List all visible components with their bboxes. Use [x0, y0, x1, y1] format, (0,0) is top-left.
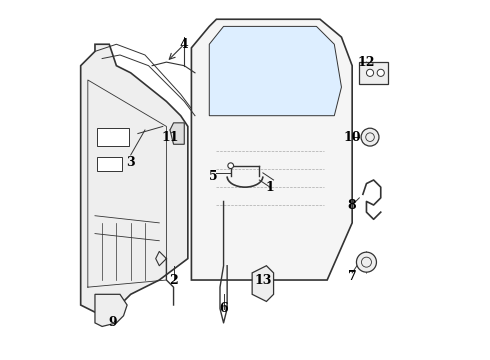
Text: 11: 11: [161, 131, 179, 144]
Polygon shape: [95, 294, 127, 327]
Text: 8: 8: [348, 198, 357, 212]
Polygon shape: [209, 26, 342, 116]
Text: 10: 10: [343, 131, 361, 144]
Text: 9: 9: [108, 316, 117, 329]
Text: 2: 2: [169, 274, 178, 287]
Circle shape: [377, 69, 384, 76]
FancyBboxPatch shape: [97, 157, 122, 171]
Text: 1: 1: [266, 181, 274, 194]
Text: 6: 6: [219, 302, 228, 315]
Polygon shape: [192, 19, 352, 280]
Polygon shape: [359, 62, 388, 84]
Text: 7: 7: [348, 270, 357, 283]
Text: 3: 3: [126, 156, 135, 168]
Text: 13: 13: [254, 274, 271, 287]
Circle shape: [367, 69, 373, 76]
Polygon shape: [252, 266, 273, 301]
Polygon shape: [81, 44, 188, 312]
Circle shape: [228, 163, 234, 168]
Circle shape: [356, 252, 376, 272]
Text: 5: 5: [209, 170, 217, 183]
Text: 4: 4: [180, 38, 189, 51]
Text: 12: 12: [358, 55, 375, 69]
FancyBboxPatch shape: [97, 128, 129, 146]
Circle shape: [361, 128, 379, 146]
Polygon shape: [170, 123, 184, 144]
